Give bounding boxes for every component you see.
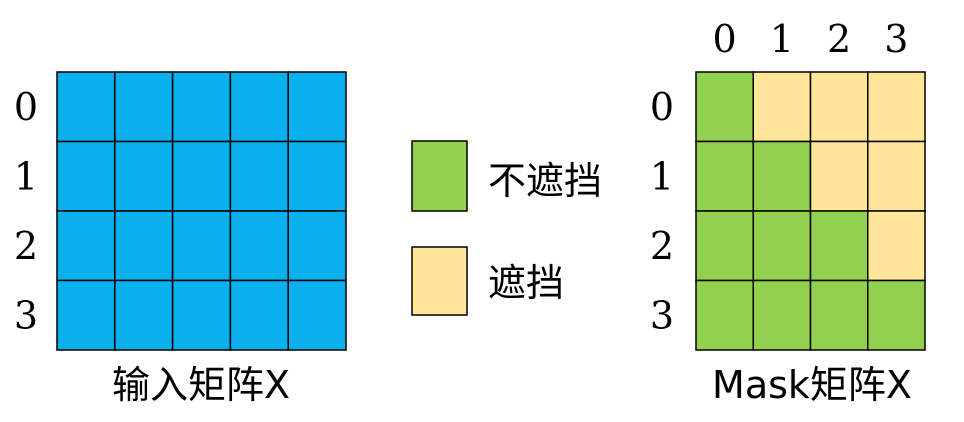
input-row-label: 1 [14,154,38,198]
input-cell [287,210,347,282]
mask-cell-visible [752,279,812,351]
legend-label-visible: 不遮挡 [488,159,602,203]
input-cell [287,279,347,351]
mask-column-label: 0 [713,17,737,61]
input-cell [56,140,116,212]
mask-matrix-grid [695,71,926,351]
input-cell [171,279,232,351]
mask-row-label: 3 [650,293,674,337]
input-cell [56,210,116,282]
mask-cell-masked [867,71,926,143]
mask-cell-visible [809,210,869,282]
legend-label-masked: 遮挡 [488,261,564,305]
mask-cell-masked [867,140,926,212]
mask-column-label: 3 [884,17,908,61]
mask-row-label: 2 [650,224,674,268]
mask-matrix-caption: Mask矩阵X [712,363,912,407]
input-cell [171,210,232,282]
input-cell [114,71,174,143]
mask-cell-visible [695,140,754,212]
legend-swatch-visible [411,140,468,212]
mask-cell-masked [809,140,869,212]
mask-row-label: 0 [650,85,674,129]
mask-column-label: 1 [770,17,794,61]
mask-row-labels: 0 1 2 3 [650,85,674,338]
mask-row-label: 1 [650,154,674,198]
input-cell [287,140,347,212]
mask-cell-visible [695,279,754,351]
input-cell [114,279,174,351]
input-cell [114,210,174,282]
mask-cell-visible [867,279,926,351]
mask-cell-visible [695,71,754,143]
mask-column-label: 2 [827,17,851,61]
input-cell [56,71,116,143]
mask-cell-masked [867,210,926,282]
mask-cell-visible [809,279,869,351]
mask-cell-visible [752,140,812,212]
legend: 不遮挡 遮挡 [411,140,602,316]
input-row-label: 3 [14,293,38,337]
mask-cell-visible [752,210,812,282]
mask-cell-masked [752,71,812,143]
input-row-label: 2 [14,224,38,268]
input-cell [287,71,347,143]
mask-cell-visible [695,210,754,282]
legend-swatch-masked [411,246,468,316]
input-cell [171,140,232,212]
input-row-label: 0 [14,85,38,129]
input-cell [56,279,116,351]
input-cell [229,140,289,212]
input-cell [229,210,289,282]
input-matrix-caption: 输入矩阵X [112,363,290,407]
input-row-labels: 0 1 2 3 [14,85,38,338]
input-cell [171,71,232,143]
mask-cell-masked [809,71,869,143]
input-cell [114,140,174,212]
input-cell [229,71,289,143]
input-cell [229,279,289,351]
input-matrix-grid [56,71,347,351]
